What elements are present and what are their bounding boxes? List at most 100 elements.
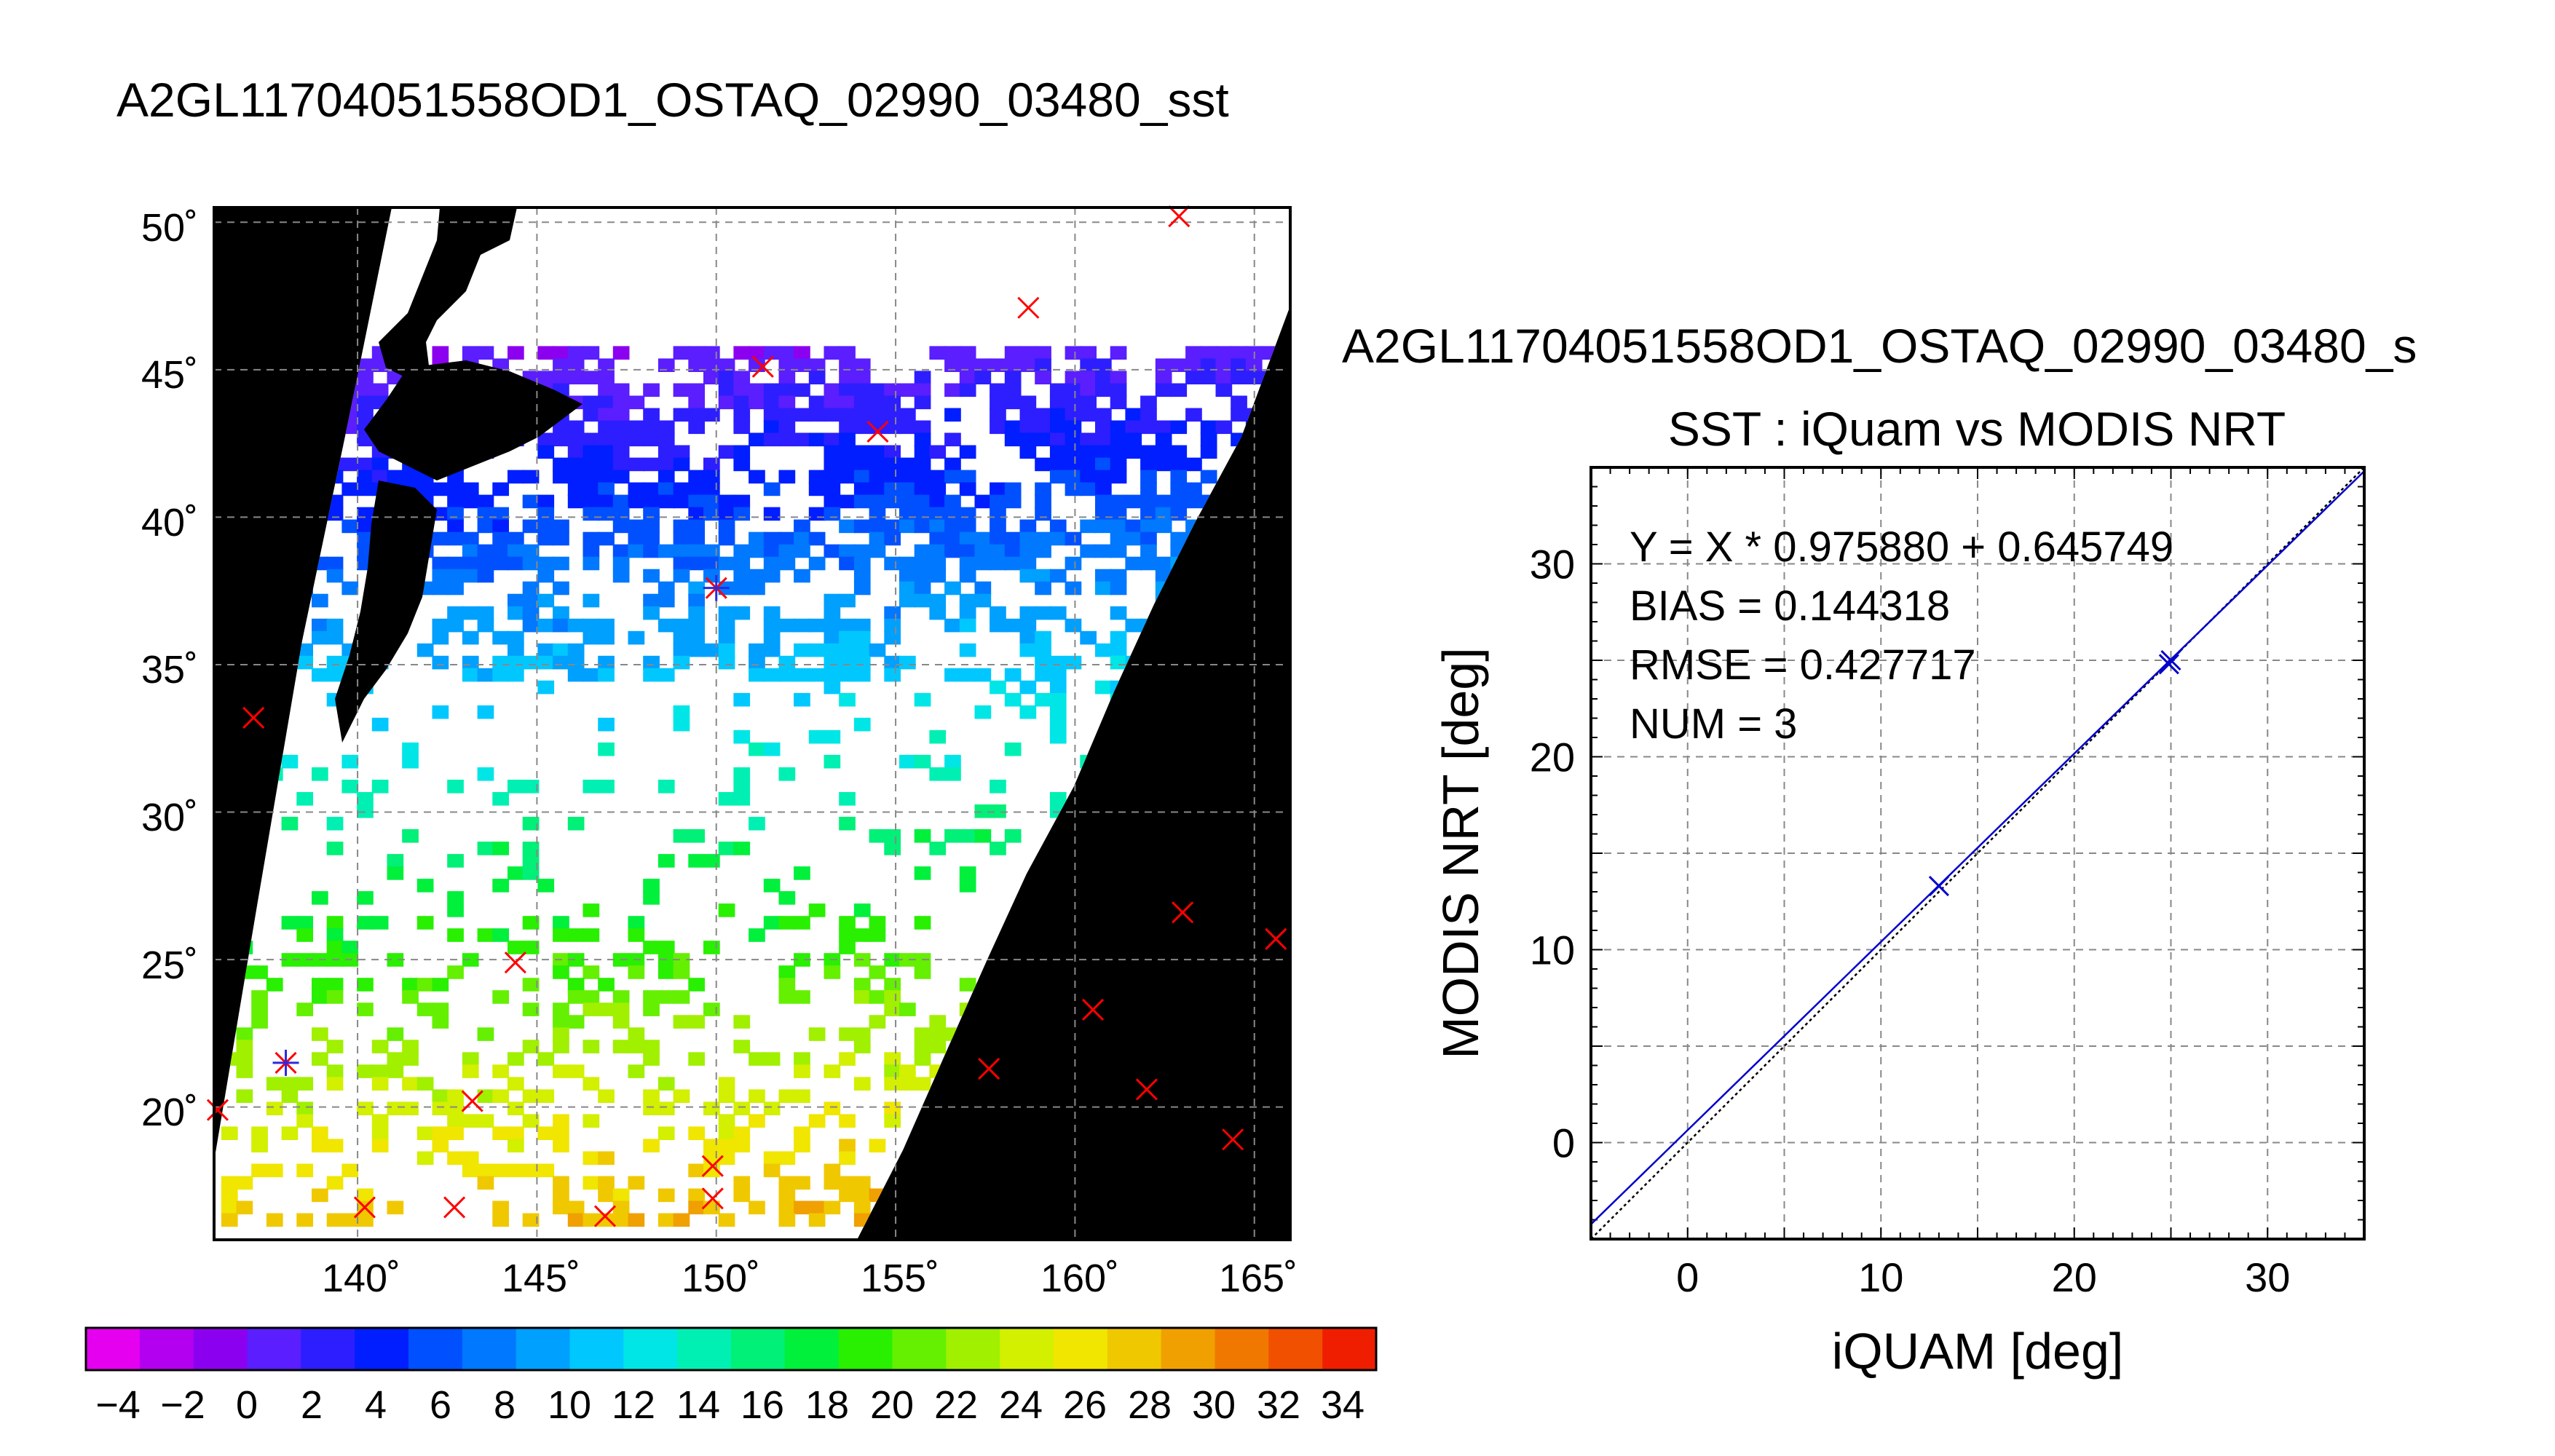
sst-cell <box>869 1015 886 1029</box>
scatter-lines <box>1590 467 2365 1240</box>
sst-cell <box>402 470 419 484</box>
sst-cell <box>1185 358 1202 372</box>
sst-cell <box>944 358 961 372</box>
sst-cell <box>281 916 299 930</box>
sst-cell <box>1215 371 1233 384</box>
sst-cell <box>508 1101 524 1115</box>
sst-cell <box>477 606 494 620</box>
sst-cell <box>251 965 268 979</box>
sst-cell <box>959 643 976 657</box>
colorbar-label: 26 <box>1063 1383 1107 1427</box>
sst-cell <box>312 630 328 645</box>
sst-cell <box>492 1200 509 1215</box>
sst-cell <box>312 891 328 905</box>
sst-cell <box>583 668 600 682</box>
sst-cell <box>824 507 841 521</box>
sst-cell <box>974 705 992 719</box>
sst-cell <box>763 1101 781 1115</box>
colorbar-cell <box>892 1328 947 1370</box>
sst-cell <box>567 346 585 360</box>
sst-cell <box>899 754 916 769</box>
sst-cell <box>1065 371 1082 384</box>
sst-cell <box>312 767 328 781</box>
sst-cell <box>416 1077 434 1091</box>
sst-cell <box>959 519 976 534</box>
sst-cell <box>899 953 916 967</box>
sst-cell <box>1019 420 1037 435</box>
sst-cell <box>869 1139 886 1152</box>
sst-cell <box>462 531 479 546</box>
sst-cell <box>824 630 841 645</box>
sst-cell <box>749 928 765 942</box>
sst-cell <box>657 780 675 794</box>
sst-cell <box>598 1176 615 1190</box>
sst-cell <box>1035 432 1051 447</box>
sst-cell <box>990 556 1006 571</box>
sst-cell <box>688 581 705 596</box>
sst-cell <box>537 346 555 360</box>
sst-cell <box>749 1052 765 1066</box>
sst-cell <box>884 457 901 472</box>
sst-cell <box>794 1200 810 1215</box>
in-situ-point <box>978 1057 1000 1080</box>
sst-cell <box>553 1126 569 1140</box>
sst-cell <box>492 519 509 534</box>
sst-cell <box>718 655 735 670</box>
sst-cell <box>657 445 675 459</box>
sst-cell <box>1080 630 1097 645</box>
sst-cell <box>492 792 509 806</box>
sst-cell <box>508 655 524 670</box>
sst-cell <box>749 742 765 756</box>
sst-cell <box>462 346 479 360</box>
sst-cell <box>1080 383 1097 397</box>
sst-cell <box>1231 408 1247 422</box>
sst-cell <box>1110 531 1127 546</box>
sst-cell <box>1035 408 1051 422</box>
sst-cell <box>929 494 947 509</box>
sst-cell <box>1140 507 1157 521</box>
sst-cell <box>778 655 796 670</box>
colorbar-cell <box>193 1328 248 1370</box>
colorbar-cell <box>247 1328 301 1370</box>
sst-cell <box>929 556 947 571</box>
sst-cell <box>553 358 569 372</box>
sst-cell <box>839 371 856 384</box>
sst-cell <box>914 445 931 459</box>
sst-cell <box>567 482 585 496</box>
sst-cell <box>598 494 615 509</box>
sst-cell <box>628 432 645 447</box>
sst-cell <box>537 879 555 893</box>
sst-cell <box>1065 395 1082 410</box>
sst-cell <box>824 1163 841 1178</box>
sst-cell <box>914 965 931 979</box>
sst-cell <box>929 593 947 608</box>
sst-cell <box>251 1126 268 1140</box>
sst-cell <box>778 531 796 546</box>
sst-cell <box>416 916 434 930</box>
scatter-y-tick-label: 20 <box>1530 735 1575 780</box>
sst-cell <box>974 829 992 843</box>
sst-cell <box>1170 531 1188 546</box>
sst-cell <box>853 1077 871 1091</box>
sst-cell <box>402 978 419 992</box>
sst-cell <box>567 1064 585 1078</box>
sst-cell <box>371 1064 389 1078</box>
sst-cell <box>853 643 871 657</box>
sst-cell <box>778 383 796 397</box>
sst-cell <box>1185 346 1202 360</box>
sst-cell <box>1125 618 1142 633</box>
sst-cell <box>447 606 464 620</box>
sst-cell <box>808 408 826 422</box>
sst-cell <box>643 457 660 472</box>
sst-cell <box>749 581 765 596</box>
colorbar-label: 10 <box>548 1383 591 1427</box>
sst-cell <box>583 1213 600 1227</box>
sst-cell <box>839 457 856 472</box>
sst-cell <box>326 630 344 645</box>
sst-cell <box>1049 729 1067 744</box>
sst-cell <box>628 482 645 496</box>
sst-cell <box>357 507 374 521</box>
sst-cell <box>1019 531 1037 546</box>
sst-cell <box>583 494 600 509</box>
sst-cell <box>824 606 841 620</box>
